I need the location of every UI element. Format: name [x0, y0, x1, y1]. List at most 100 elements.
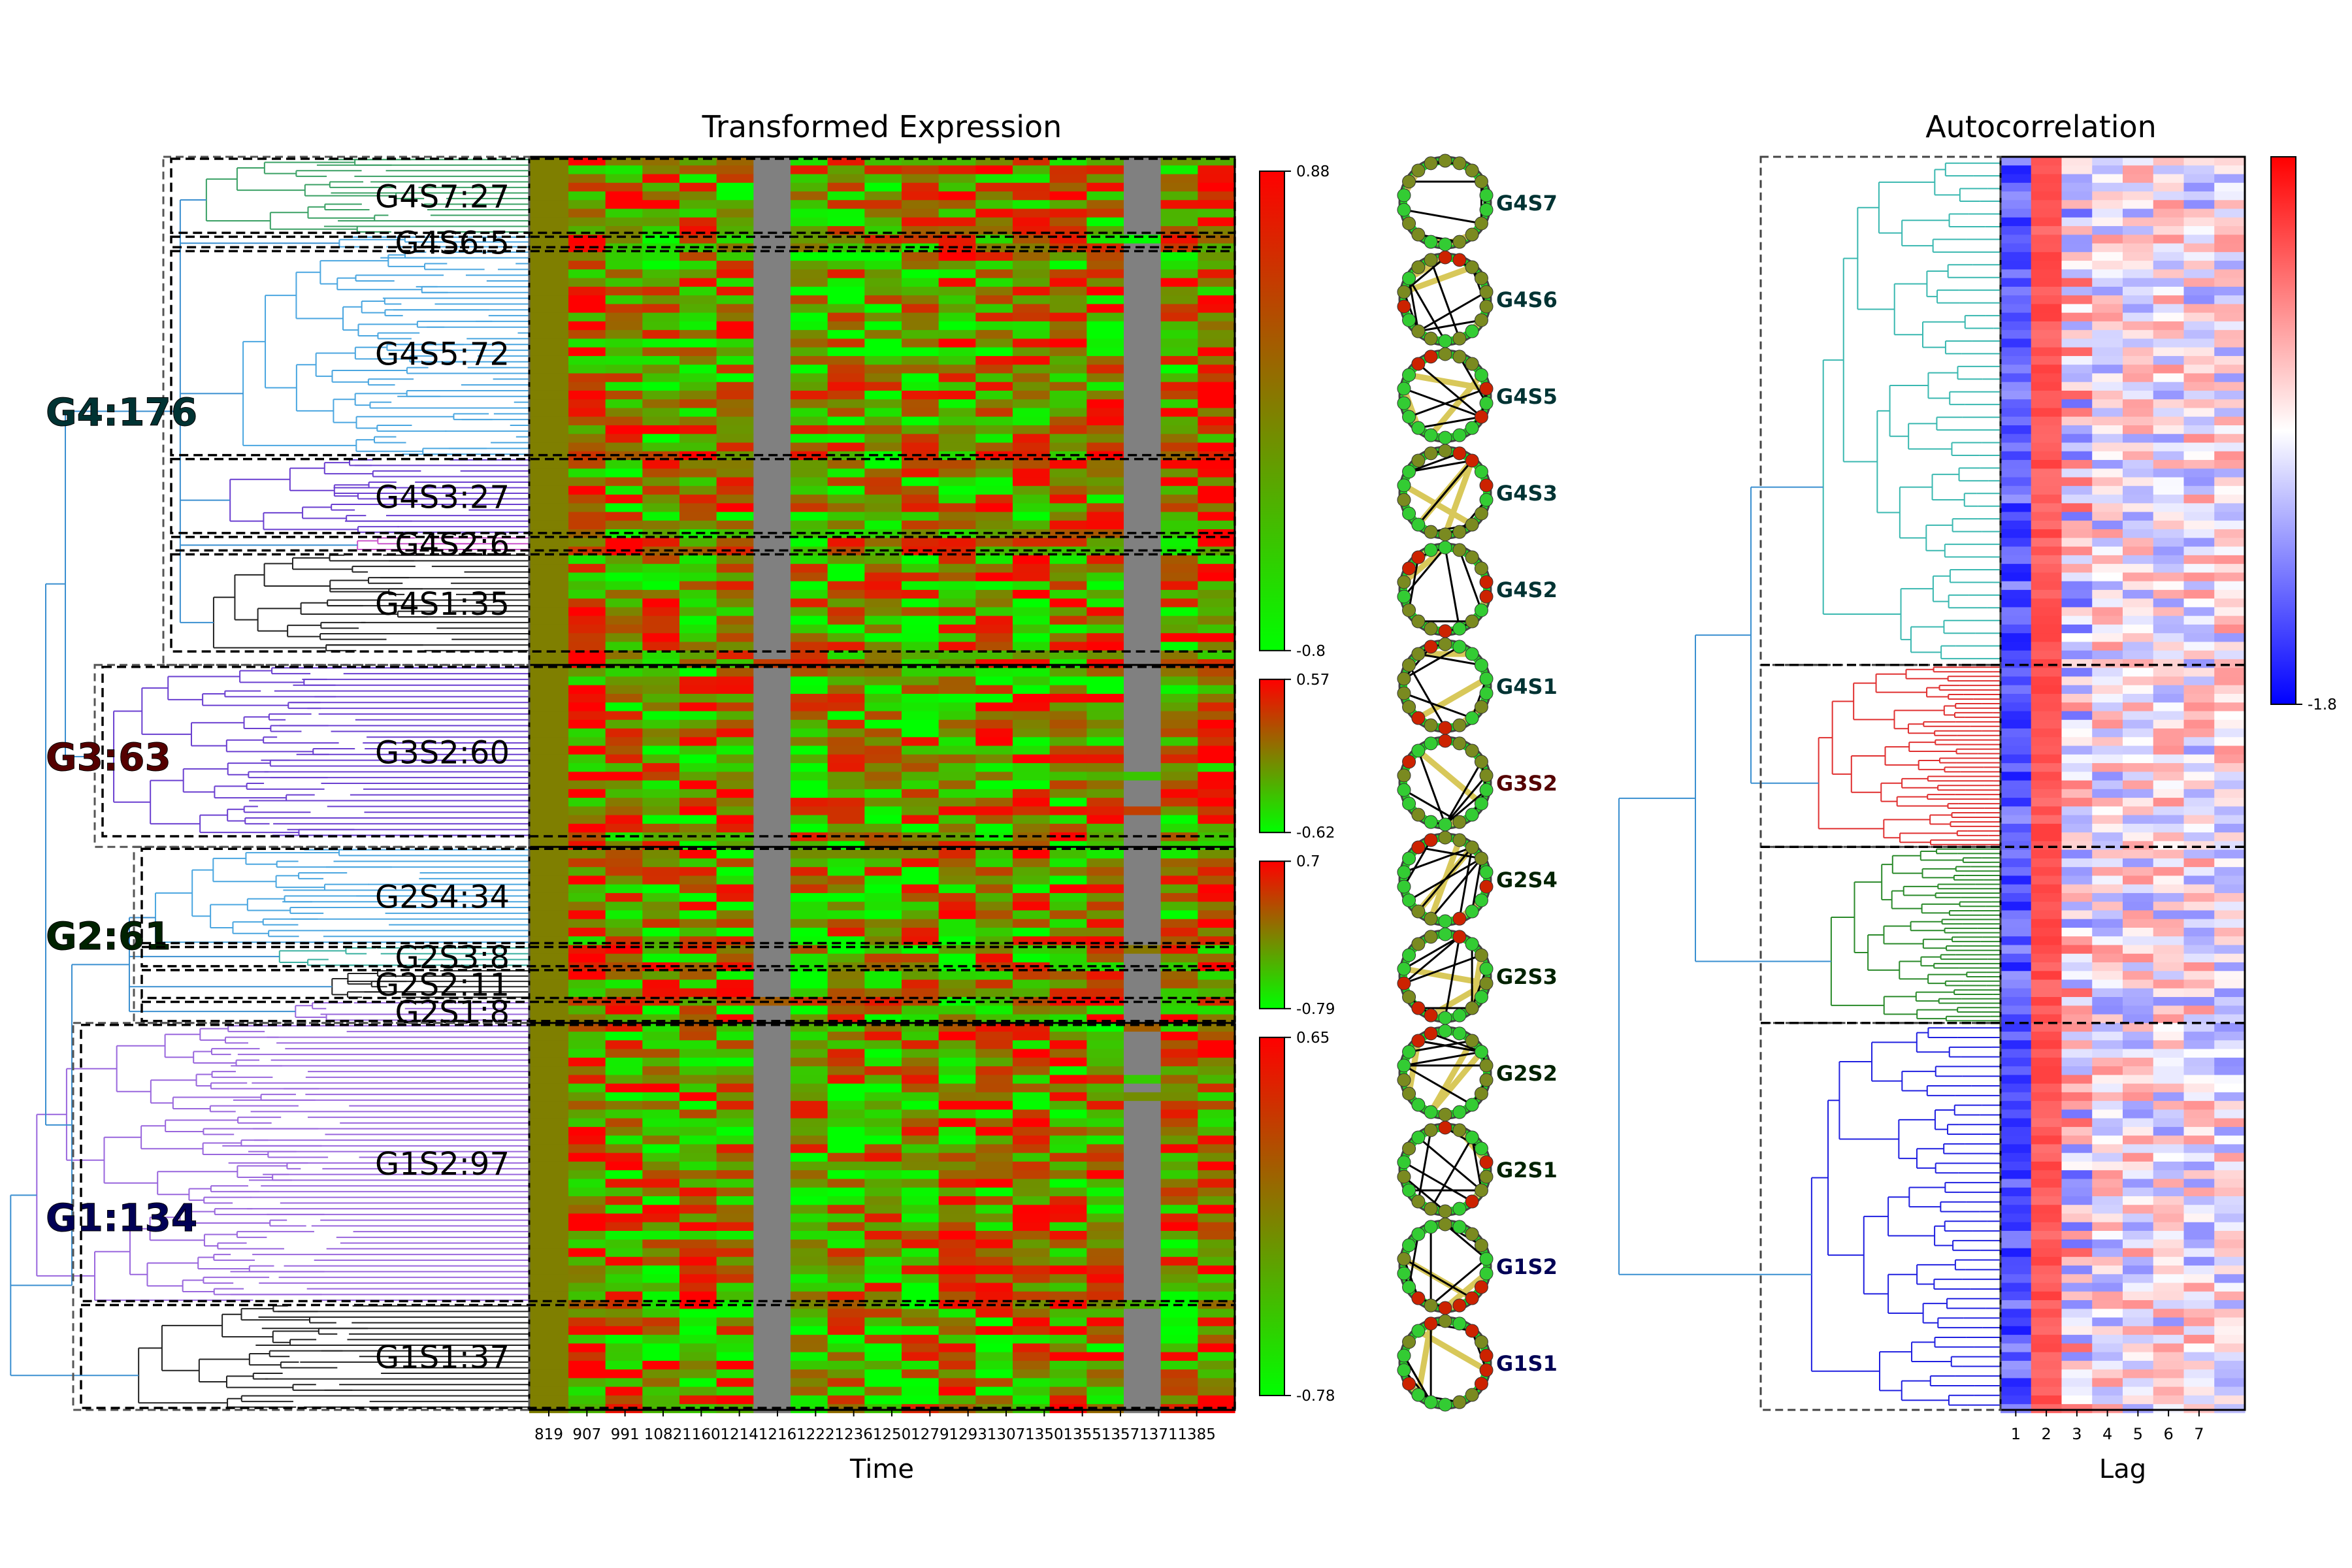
heat-cell: [902, 208, 939, 218]
heat-cell: [1049, 676, 1087, 686]
heat-cell: [938, 624, 976, 634]
graph-node: [1402, 948, 1416, 962]
heat-cell: [753, 945, 791, 955]
heat-cell: [605, 763, 643, 772]
x-tick-label: 1236: [834, 1426, 873, 1443]
heat-cell: [902, 823, 939, 833]
heat-cell: [1124, 979, 1162, 989]
heat-cell: [1124, 408, 1162, 417]
heat-cell: [1198, 468, 1235, 478]
heat-cell: [902, 1032, 939, 1041]
heat-cell: [716, 1213, 754, 1223]
heat-cell: [642, 399, 680, 409]
heat-cell: [753, 633, 791, 643]
heat-cell: [902, 477, 939, 487]
heat-cell: [938, 564, 976, 573]
heat-cell: [1086, 1057, 1124, 1067]
heat-cell: [753, 971, 791, 981]
heat-cell: [975, 572, 1013, 582]
heat-cell: [642, 1005, 680, 1015]
heat-cell: [938, 1256, 976, 1266]
heat-cell: [938, 719, 976, 729]
heat-cell: [1086, 434, 1124, 444]
heat-cell: [975, 979, 1013, 989]
heat-cell: [753, 416, 791, 426]
heat-cell: [753, 191, 791, 201]
heat-cell: [938, 1092, 976, 1102]
heat-cell: [791, 615, 828, 625]
heat-cell: [1086, 1360, 1124, 1370]
graph-node: [1465, 1194, 1479, 1209]
heat-cell: [1049, 642, 1087, 651]
heat-cell: [642, 278, 680, 287]
heat-cell: [791, 1083, 828, 1093]
heat-cell: [1013, 1205, 1051, 1215]
heat-cell: [753, 485, 791, 495]
heat-cell: [1086, 1066, 1124, 1075]
graph-node: [1402, 216, 1416, 231]
heat-cell: [529, 312, 568, 322]
heat-cell: [864, 979, 902, 989]
heat-cell: [864, 330, 902, 340]
heat-cell: [1086, 668, 1124, 678]
heat-cell: [753, 217, 791, 227]
auto-cell: [2092, 157, 2123, 166]
graph-edge: [1403, 1161, 1473, 1203]
heat-cell: [529, 1161, 568, 1171]
auto-cell: [2001, 295, 2032, 304]
graph-node: [1452, 156, 1467, 171]
heat-cell: [529, 772, 568, 781]
heat-cell: [642, 1066, 680, 1075]
colorbar-max-label: 0.7: [1296, 853, 1320, 870]
heat-cell: [568, 1222, 606, 1232]
heat-cell: [938, 1248, 976, 1258]
heat-cell: [938, 1083, 976, 1093]
heat-cell: [568, 1161, 606, 1171]
heat-cell: [716, 1395, 754, 1405]
heat-cell: [1124, 1049, 1162, 1058]
heat-cell: [1013, 927, 1051, 937]
heat-cell: [568, 399, 606, 409]
auto-cell: [2092, 330, 2123, 340]
heat-cell: [938, 849, 976, 859]
heat-cell: [568, 355, 606, 365]
heat-cell: [716, 1196, 754, 1205]
heat-cell: [902, 1144, 939, 1154]
heat-cell: [568, 728, 606, 738]
auto-cell: [2031, 286, 2063, 296]
heat-cell: [1086, 191, 1124, 201]
heat-cell: [791, 208, 828, 218]
graph-node: [1397, 1073, 1411, 1087]
graph-node: [1424, 1298, 1438, 1313]
graph-node: [1411, 517, 1426, 532]
heat-cell: [1013, 572, 1051, 582]
heat-cell: [1049, 1282, 1087, 1292]
heat-cell: [1086, 702, 1124, 712]
heat-cell: [975, 945, 1013, 955]
heat-cell: [1049, 416, 1087, 426]
heat-cell: [716, 1040, 754, 1050]
heat-cell: [1013, 1291, 1051, 1301]
heat-cell: [938, 1005, 976, 1015]
heat-cell: [864, 390, 902, 400]
auto-cell: [2001, 217, 2032, 227]
heat-cell: [753, 711, 791, 721]
heat-cell: [529, 598, 568, 608]
auto-cell: [2061, 321, 2093, 331]
graph-node: [1474, 755, 1488, 769]
heat-cell: [791, 1291, 828, 1301]
heat-cell: [1198, 772, 1235, 781]
heat-cell: [679, 806, 717, 816]
heat-cell: [642, 711, 680, 721]
heat-cell: [753, 1187, 791, 1197]
heat-cell: [864, 650, 902, 660]
heat-cell: [827, 1378, 865, 1388]
heat-cell: [529, 191, 568, 201]
heat-cell: [1049, 763, 1087, 772]
auto-cell: [2183, 235, 2215, 244]
heat-cell: [864, 1291, 902, 1301]
auto-cell: [2214, 174, 2246, 184]
heat-cell: [1160, 849, 1198, 859]
heat-cell: [1160, 1256, 1198, 1266]
heat-cell: [975, 1343, 1013, 1353]
